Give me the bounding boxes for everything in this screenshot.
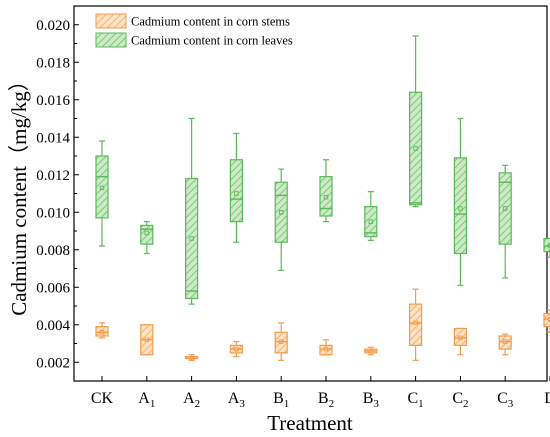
y-tick-label: 0.006 (36, 280, 70, 296)
legend-swatch-stems (95, 13, 127, 29)
mean-marker (547, 316, 550, 322)
box-stems (95, 322, 109, 339)
x-axis: CK A1 A2 A3 B1 B2 B3 C1 C2 C3 D (91, 376, 550, 410)
mean-marker (278, 339, 284, 344)
box-iqr (95, 155, 109, 219)
box-leaves (364, 191, 378, 241)
box-iqr (498, 335, 512, 350)
y-tick-label: 0.010 (36, 205, 70, 221)
x-tick-label: B2 (318, 390, 334, 410)
box-leaves (185, 117, 199, 305)
x-tick-label: B3 (363, 390, 380, 410)
box-leaves (409, 35, 423, 208)
y-tick-label: 0.018 (36, 55, 70, 71)
x-tick-label: C3 (497, 390, 514, 410)
mean-marker (458, 335, 463, 341)
box-iqr (274, 181, 288, 243)
box-iqr (453, 327, 467, 346)
legend-label-leaves: Cadmium content in corn leaves (131, 34, 293, 48)
box-leaves (95, 140, 109, 247)
box-iqr (453, 157, 467, 255)
y-tick-label: 0.020 (36, 18, 70, 34)
mean-marker (368, 219, 374, 224)
legend: Cadmium content in corn stems Cadmium co… (95, 13, 293, 48)
mean-marker (189, 356, 194, 361)
mean-marker (413, 146, 418, 151)
box-stems (498, 333, 512, 356)
mean-marker (368, 348, 374, 354)
box-stems (185, 354, 199, 361)
box-stems (319, 339, 333, 356)
box-leaves (140, 221, 154, 255)
y-tick-label: 0.004 (36, 318, 70, 334)
box-iqr (543, 312, 550, 328)
mean-marker (458, 206, 463, 211)
y-axis-title: Cadmium content（mg/kg） (7, 70, 31, 316)
box-iqr (409, 91, 423, 206)
box-stems (409, 288, 423, 361)
x-tick-label: A2 (183, 390, 200, 410)
x-tick-label: C1 (408, 390, 424, 410)
x-tick-label: C2 (452, 390, 468, 410)
box-leaves (319, 159, 333, 223)
mean-marker (413, 320, 418, 326)
box-stems (274, 322, 288, 361)
mean-marker (234, 346, 239, 352)
box-leaves (543, 237, 550, 258)
box-iqr (95, 326, 109, 337)
y-tick-label: 0.016 (36, 93, 70, 109)
x-axis-title: Treatment (267, 411, 353, 435)
box-iqr (319, 344, 333, 356)
box-iqr (185, 177, 199, 300)
x-tick-label: A3 (228, 390, 246, 410)
box-stems (229, 341, 243, 358)
box-leaves (498, 164, 512, 279)
mean-marker (323, 194, 329, 200)
box-leaves (453, 117, 467, 286)
y-tick-label: 0.014 (36, 130, 70, 146)
y-tick-label: 0.002 (36, 355, 70, 371)
box-iqr (543, 237, 550, 253)
x-tick-label: D (544, 390, 550, 407)
y-tick-label: 0.012 (36, 168, 70, 184)
box-iqr (498, 172, 512, 245)
mean-marker (144, 230, 150, 236)
mean-marker (144, 337, 150, 343)
box-leaves (229, 132, 243, 243)
box-leaves (274, 168, 288, 271)
mean-marker (99, 185, 105, 191)
y-tick-label: 0.008 (36, 243, 70, 259)
box-stems (140, 324, 154, 356)
box-stems (543, 309, 550, 333)
mean-marker (323, 346, 329, 352)
mean-marker (99, 330, 105, 335)
box-iqr (319, 176, 333, 217)
box-stems (453, 327, 467, 356)
x-tick-label: CK (91, 390, 114, 407)
box-plot-series (95, 35, 550, 361)
legend-label-stems: Cadmium content in corn stems (131, 15, 290, 29)
y-axis: 0.002 0.004 0.006 0.008 0.010 0.012 0.014 0.016… (36, 18, 79, 371)
x-tick-label: B1 (273, 390, 289, 410)
mean-marker (547, 243, 550, 249)
box-iqr (274, 331, 288, 354)
mean-marker (189, 236, 194, 241)
mean-marker (234, 191, 239, 196)
mean-marker (502, 206, 508, 211)
legend-swatch-leaves (95, 32, 127, 48)
box-stems (364, 346, 378, 356)
box-iqr (364, 206, 378, 238)
mean-marker (502, 339, 508, 344)
mean-marker (278, 209, 284, 215)
box-iqr (229, 159, 243, 223)
x-tick-label: A1 (138, 390, 155, 410)
